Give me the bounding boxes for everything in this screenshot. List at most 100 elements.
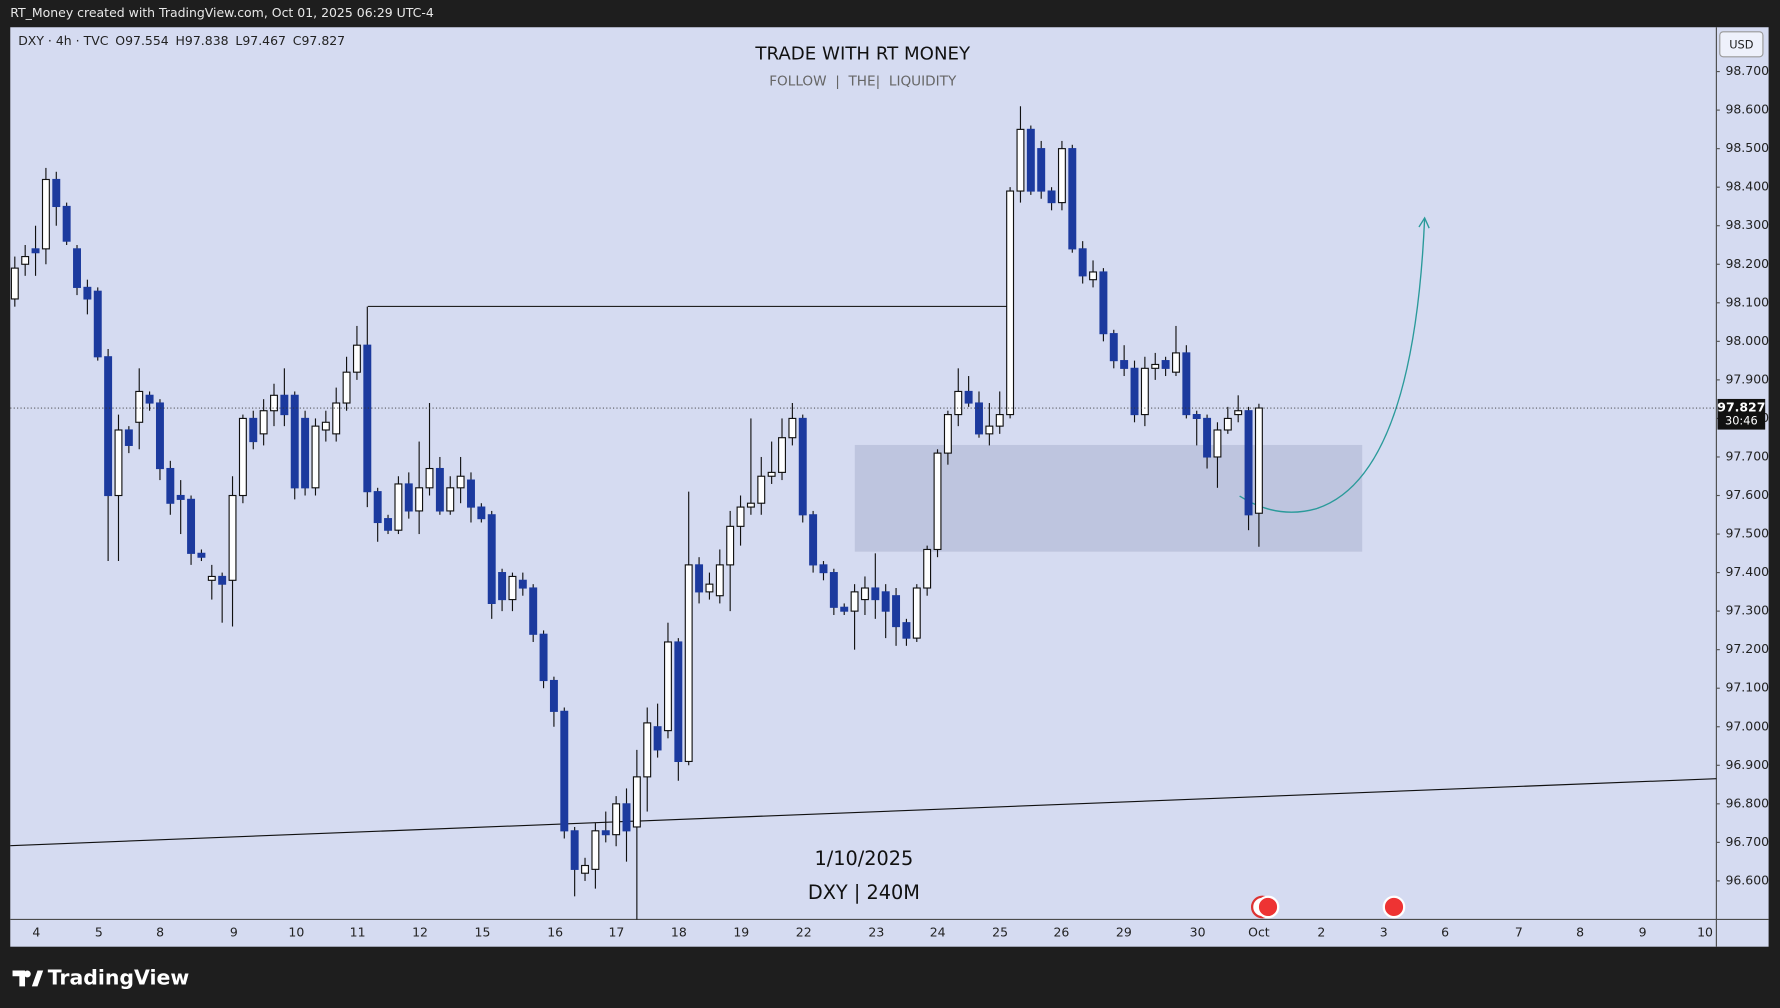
candle-body xyxy=(1016,128,1025,192)
price-tag xyxy=(1717,398,1766,430)
candle-body xyxy=(1151,363,1160,369)
x-tick-label: 29 xyxy=(1116,925,1132,940)
x-tick-label: 3 xyxy=(1380,925,1388,940)
event-icon[interactable] xyxy=(1382,895,1406,919)
projection-arrow xyxy=(1418,216,1430,229)
candle-body xyxy=(612,803,621,836)
candle-body xyxy=(373,491,382,524)
candle-body xyxy=(218,575,227,585)
candle-body xyxy=(1192,414,1201,419)
candle-body xyxy=(446,487,455,512)
candle-body xyxy=(549,679,558,712)
candle-body xyxy=(736,506,745,527)
event-icons xyxy=(1250,895,1406,919)
candle-body xyxy=(943,414,952,454)
x-tick-label: 24 xyxy=(930,925,946,940)
y-tick-label: 96.700 xyxy=(1725,834,1769,849)
x-tick-label: 22 xyxy=(796,925,812,940)
candle-body xyxy=(415,487,424,512)
demand-zone xyxy=(854,444,1363,552)
candle-body xyxy=(518,579,527,589)
x-tick-label: 8 xyxy=(156,925,164,940)
candle-body xyxy=(124,429,133,446)
candle-body xyxy=(21,255,30,265)
ohlc-letter: L xyxy=(235,32,242,47)
y-tick-label: 98.400 xyxy=(1725,179,1769,194)
candle-body xyxy=(1099,271,1108,335)
event-icon[interactable] xyxy=(1256,895,1280,919)
candle-body xyxy=(570,830,579,870)
candle-body xyxy=(892,595,901,628)
brand: TradingView xyxy=(48,965,190,989)
x-tick-label: 17 xyxy=(608,925,624,940)
candle-body xyxy=(384,518,393,531)
candle-body xyxy=(145,394,154,404)
candle-body xyxy=(964,390,973,404)
candle-body xyxy=(238,417,247,497)
candle-body xyxy=(1120,360,1129,369)
candle-body xyxy=(425,467,434,489)
y-tick-label: 98.200 xyxy=(1725,256,1769,271)
candle-body xyxy=(104,356,113,497)
x-tick-label: 15 xyxy=(475,925,491,940)
candle-body xyxy=(881,591,890,612)
candle-body xyxy=(10,267,19,300)
candle-body xyxy=(166,467,175,504)
candle-body xyxy=(674,641,683,763)
price-tag-countdown: 30:46 xyxy=(1725,414,1758,428)
candle-body xyxy=(591,830,600,870)
x-tick-label: 23 xyxy=(868,925,884,940)
candle-body xyxy=(508,575,517,601)
candle-body xyxy=(1140,367,1149,416)
candle-body xyxy=(41,178,50,250)
candle-body xyxy=(73,248,81,288)
candle-body xyxy=(363,344,372,493)
candle-body xyxy=(663,641,672,732)
candle-body xyxy=(684,564,693,763)
candle-body xyxy=(933,452,942,551)
legend-header: DXY · 4h · TVC O97.554 H97.838 L97.467 C97.8… xyxy=(18,32,345,47)
trend-line xyxy=(10,778,1717,847)
chart-subtitle: FOLLOW | THE| LIQUIDITY xyxy=(769,74,957,90)
candle-body xyxy=(954,390,963,416)
candle-body xyxy=(788,417,797,439)
candle-body xyxy=(850,591,859,612)
candle-body xyxy=(1161,360,1170,369)
x-tick-label: 4 xyxy=(32,925,40,940)
candle-body xyxy=(1037,148,1046,192)
candle-body xyxy=(176,494,185,500)
candle-body xyxy=(1234,410,1243,416)
candle-body xyxy=(632,776,641,828)
candle-body xyxy=(1182,352,1191,416)
y-tick-label: 96.900 xyxy=(1725,757,1769,772)
candle-body xyxy=(1068,148,1077,250)
candle-body xyxy=(456,475,465,489)
x-tick-label: 5 xyxy=(95,925,103,940)
x-tick-label: 11 xyxy=(350,925,366,940)
candle-body xyxy=(1047,190,1056,204)
candle-body xyxy=(975,402,983,435)
candle-body xyxy=(1026,128,1035,192)
candle-body xyxy=(290,394,299,489)
candle-body xyxy=(1109,333,1118,362)
y-tick-label: 97.400 xyxy=(1725,564,1769,579)
candle-body xyxy=(809,514,818,566)
candle-body xyxy=(1172,352,1180,373)
candle-body xyxy=(394,483,403,531)
currency-box[interactable] xyxy=(1719,31,1764,58)
chart-title: TRADE WITH RT MONEY xyxy=(754,43,971,64)
x-tick-label: 12 xyxy=(412,925,428,940)
plot: 96.600 96.700 96.800 96.900 97.000 97.100 97.2… xyxy=(10,63,1769,940)
candle-body xyxy=(114,429,123,497)
y-tick-label: 96.800 xyxy=(1725,795,1769,810)
y-tick-label: 97.200 xyxy=(1725,641,1769,656)
candle-body xyxy=(270,394,278,412)
candle-body xyxy=(715,564,724,597)
candle-body xyxy=(301,417,310,489)
price-tag-value: 97.827 xyxy=(1717,400,1765,415)
candle-body xyxy=(93,290,102,358)
y-tick-label: 98.000 xyxy=(1725,333,1769,348)
candle-body xyxy=(83,286,92,300)
open-value: 97.554 xyxy=(125,32,169,47)
x-tick-label: 25 xyxy=(992,925,1008,940)
